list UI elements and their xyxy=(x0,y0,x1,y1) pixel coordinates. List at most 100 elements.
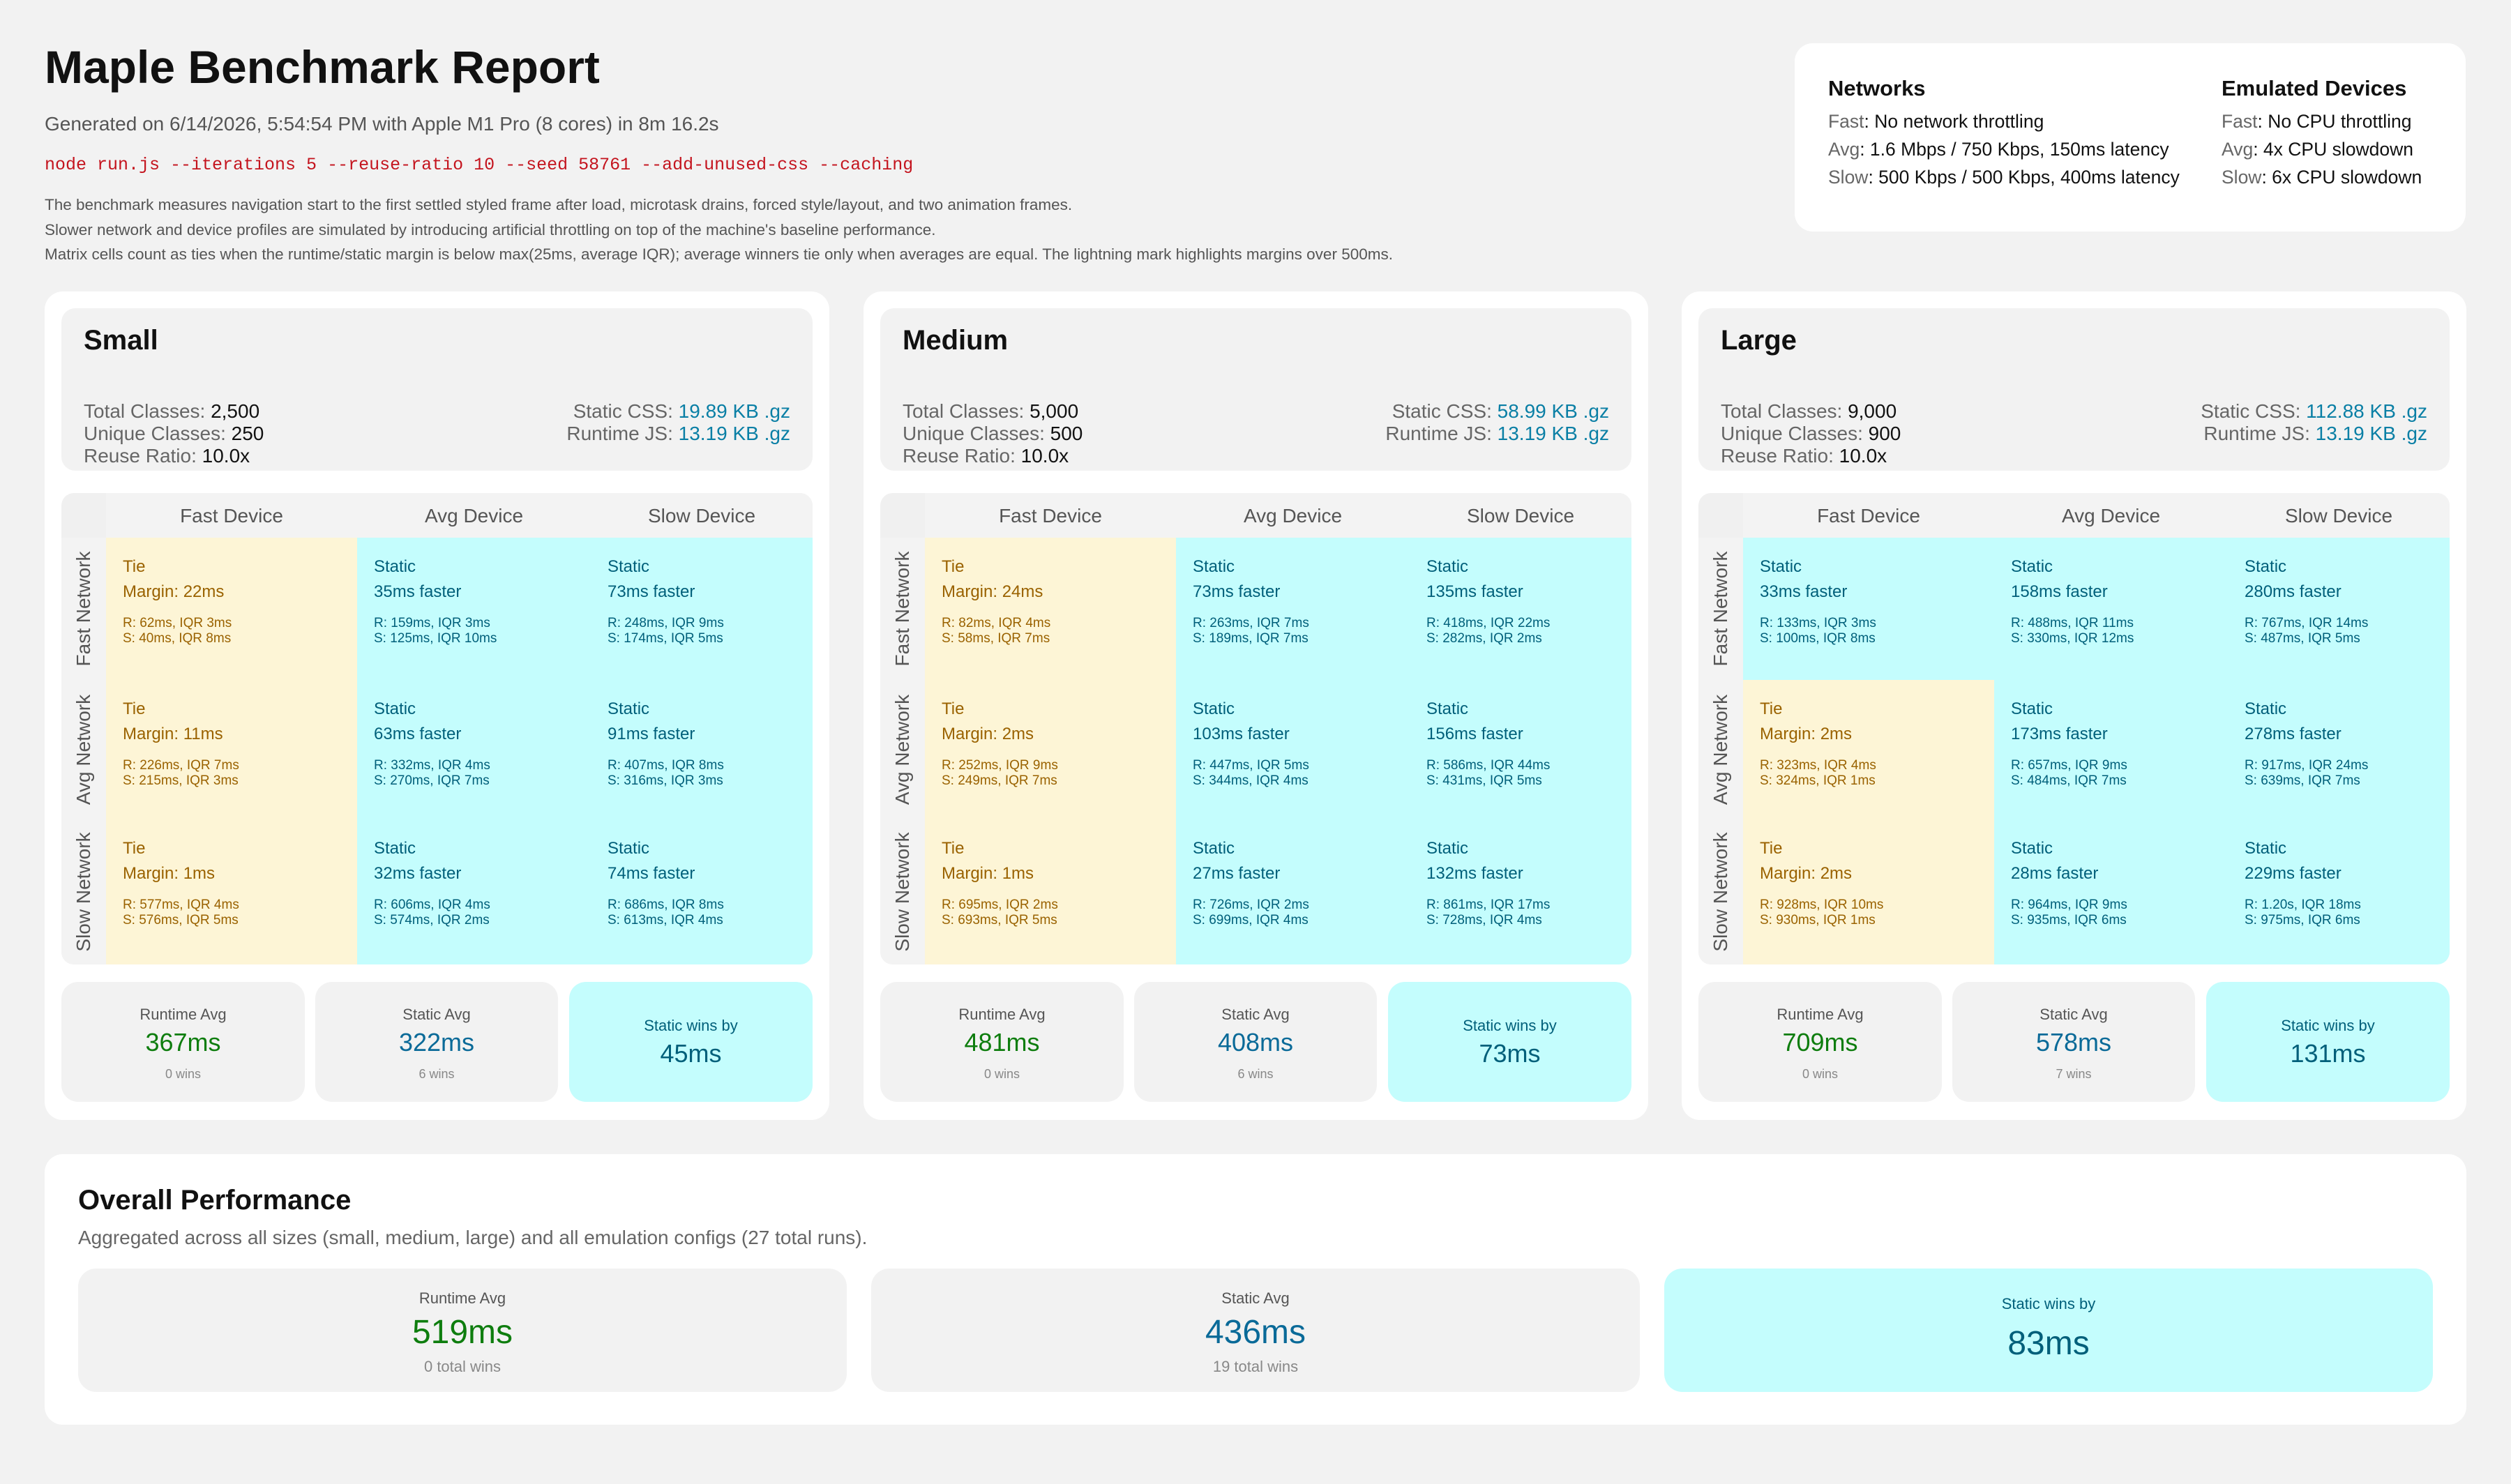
legend-value: : 500 Kbps / 500 Kbps, 400ms latency xyxy=(1868,167,2180,188)
cell-winner: Tie xyxy=(942,839,965,858)
winner-label: Static wins by xyxy=(2281,1017,2375,1034)
legend-key: Avg xyxy=(2222,139,2254,160)
unique-classes-label: Unique Classes: xyxy=(1721,423,1869,444)
cell-margin: Margin: 2ms xyxy=(942,725,1034,743)
matrix-cell: Static 35ms faster R: 159ms, IQR 3ms S: 125… xyxy=(357,538,591,680)
overall-winner-value: 83ms xyxy=(2007,1325,2090,1362)
networks-legend: Networks Fast: No network throttling Avg… xyxy=(1828,75,2180,191)
cell-details: R: 82ms, IQR 4ms S: 58ms, IQR 7ms xyxy=(942,616,1176,646)
panel-title: Small xyxy=(84,325,158,356)
cell-details: R: 928ms, IQR 10ms S: 930ms, IQR 1ms xyxy=(1760,898,1994,928)
description-line: Slower network and device profiles are s… xyxy=(45,220,936,238)
matrix-cell: Tie Margin: 2ms R: 323ms, IQR 4ms S: 324ms,… xyxy=(1743,680,1994,819)
cell-margin: 32ms faster xyxy=(374,864,462,883)
cell-static-detail: S: 215ms, IQR 3ms xyxy=(123,773,239,788)
static-avg-label: Static Avg xyxy=(2039,1006,2108,1023)
cell-details: R: 586ms, IQR 44ms S: 431ms, IQR 5ms xyxy=(1426,758,1631,789)
panel-title: Large xyxy=(1721,325,1797,356)
row-header: Fast Network xyxy=(1698,538,1743,680)
matrix-cell: Tie Margin: 1ms R: 695ms, IQR 2ms S: 693ms,… xyxy=(925,819,1176,964)
result-matrix: Fast Device Avg Device Slow Device Fast Net… xyxy=(880,493,1631,964)
cell-winner: Tie xyxy=(942,699,965,718)
bundle-stats: Static CSS: 19.89 KB .gz Runtime JS: 13.1… xyxy=(566,400,790,445)
cell-static-detail: S: 484ms, IQR 7ms xyxy=(2011,773,2127,788)
matrix-cell: Tie Margin: 24ms R: 82ms, IQR 4ms S: 58ms, … xyxy=(925,538,1176,680)
cell-margin: 280ms faster xyxy=(2245,582,2342,601)
runtime-avg-value: 481ms xyxy=(964,1028,1040,1057)
reuse-ratio-line: Reuse Ratio: 10.0x xyxy=(1721,445,1901,467)
cell-details: R: 917ms, IQR 24ms S: 639ms, IQR 7ms xyxy=(2245,758,2450,789)
static-wins: 6 wins xyxy=(418,1067,455,1081)
cell-margin: 91ms faster xyxy=(608,725,695,743)
static-avg-value: 408ms xyxy=(1217,1028,1294,1057)
cell-margin: 27ms faster xyxy=(1193,864,1281,883)
cell-winner: Static xyxy=(2011,557,2053,576)
winner-box: Static wins by 45ms xyxy=(569,982,813,1102)
static-css-label: Static CSS: xyxy=(1392,400,1498,422)
row-header-label: Slow Network xyxy=(1710,832,1731,952)
cell-static-detail: S: 576ms, IQR 5ms xyxy=(123,913,239,927)
cell-winner: Static xyxy=(1760,557,1802,576)
cell-static-detail: S: 324ms, IQR 1ms xyxy=(1760,773,1876,788)
cell-details: R: 263ms, IQR 7ms S: 189ms, IQR 7ms xyxy=(1193,616,1410,646)
legend-item: Slow: 6x CPU slowdown xyxy=(2222,163,2422,191)
cell-winner: Static xyxy=(1193,699,1235,718)
cell-runtime-detail: R: 657ms, IQR 9ms xyxy=(2011,758,2127,773)
matrix-cell: Static 27ms faster R: 726ms, IQR 2ms S: 699… xyxy=(1176,819,1410,964)
legend-item: Slow: 500 Kbps / 500 Kbps, 400ms latency xyxy=(1828,163,2180,191)
total-classes-line: Total Classes: 9,000 xyxy=(1721,400,1901,423)
matrix-cell: Tie Margin: 2ms R: 252ms, IQR 9ms S: 249ms,… xyxy=(925,680,1176,819)
runtime-avg-box: Runtime Avg 367ms 0 wins xyxy=(61,982,305,1102)
cell-details: R: 62ms, IQR 3ms S: 40ms, IQR 8ms xyxy=(123,616,357,646)
unique-classes-value: 900 xyxy=(1868,423,1901,444)
cell-margin: Margin: 1ms xyxy=(123,864,216,883)
cell-winner: Tie xyxy=(123,557,146,576)
column-header: Slow Device xyxy=(591,493,813,538)
panel-title: Medium xyxy=(903,325,1009,356)
cell-runtime-detail: R: 159ms, IQR 3ms xyxy=(374,616,490,630)
panel-info: Small Total Classes: 2,500 Unique Classes:… xyxy=(61,308,813,471)
cell-margin: Margin: 2ms xyxy=(1760,864,1853,883)
cell-winner: Tie xyxy=(123,839,146,858)
row-header-label: Fast Network xyxy=(73,551,94,667)
cell-winner: Static xyxy=(608,557,650,576)
overall-static-avg-value: 436ms xyxy=(1205,1314,1306,1351)
legend-value: : 6x CPU slowdown xyxy=(2261,167,2422,188)
cell-runtime-detail: R: 686ms, IQR 8ms xyxy=(608,898,724,912)
matrix-cell: Static 63ms faster R: 332ms, IQR 4ms S: 270… xyxy=(357,680,591,819)
generated-info: Generated on 6/14/2026, 5:54:54 PM with … xyxy=(45,113,719,135)
overall-winner-label: Static wins by xyxy=(2001,1295,2096,1312)
cell-runtime-detail: R: 767ms, IQR 14ms xyxy=(2245,616,2369,630)
matrix-cell: Static 135ms faster R: 418ms, IQR 22ms S: 2… xyxy=(1410,538,1631,680)
cell-details: R: 226ms, IQR 7ms S: 215ms, IQR 3ms xyxy=(123,758,357,789)
winner-box: Static wins by 73ms xyxy=(1388,982,1631,1102)
cell-winner: Static xyxy=(1193,557,1235,576)
matrix-cell: Tie Margin: 1ms R: 577ms, IQR 4ms S: 576ms,… xyxy=(106,819,357,964)
runtime-wins: 0 wins xyxy=(165,1067,202,1081)
matrix-cell: Static 156ms faster R: 586ms, IQR 44ms S: 4… xyxy=(1410,680,1631,819)
cell-static-detail: S: 431ms, IQR 5ms xyxy=(1426,773,1542,788)
cell-margin: 33ms faster xyxy=(1760,582,1848,601)
description-line: The benchmark measures navigation start … xyxy=(45,196,1073,213)
result-matrix: Fast Device Avg Device Slow Device Fast Net… xyxy=(61,493,813,964)
column-header: Avg Device xyxy=(1994,493,2228,538)
cell-static-detail: S: 282ms, IQR 2ms xyxy=(1426,631,1542,646)
cell-margin: 74ms faster xyxy=(608,864,695,883)
cell-runtime-detail: R: 226ms, IQR 7ms xyxy=(123,758,239,773)
static-css-line: Static CSS: 112.88 KB .gz xyxy=(2201,400,2427,423)
reuse-ratio-value: 10.0x xyxy=(1020,445,1069,467)
cell-static-detail: S: 189ms, IQR 7ms xyxy=(1193,631,1309,646)
cell-static-detail: S: 699ms, IQR 4ms xyxy=(1193,913,1309,927)
cell-winner: Static xyxy=(2245,839,2287,858)
static-avg-box: Static Avg 408ms 6 wins xyxy=(1134,982,1377,1102)
cell-runtime-detail: R: 1.20s, IQR 18ms xyxy=(2245,898,2361,912)
bundle-stats: Static CSS: 58.99 KB .gz Runtime JS: 13.1… xyxy=(1385,400,1609,445)
cell-details: R: 657ms, IQR 9ms S: 484ms, IQR 7ms xyxy=(2011,758,2228,789)
column-header: Fast Device xyxy=(106,493,357,538)
cell-runtime-detail: R: 488ms, IQR 11ms xyxy=(2011,616,2134,630)
cell-winner: Static xyxy=(2011,699,2053,718)
legend-item: Fast: No CPU throttling xyxy=(2222,107,2422,135)
total-classes-label: Total Classes: xyxy=(84,400,211,422)
row-header-label: Fast Network xyxy=(891,551,913,667)
overall-runtime-avg-box: Runtime Avg 519ms 0 total wins xyxy=(78,1269,847,1392)
